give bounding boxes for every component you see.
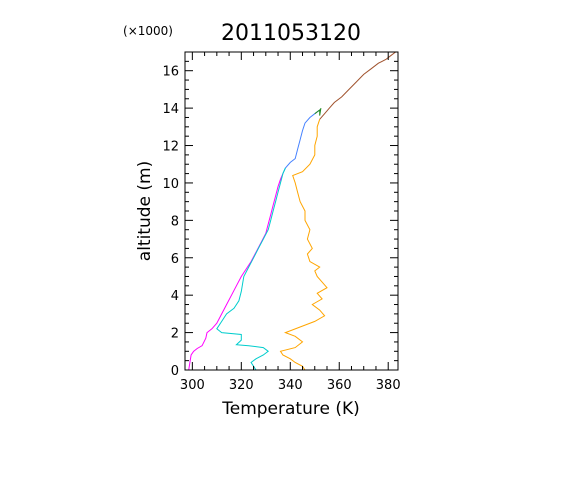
multiplier-label: (×1000) — [123, 24, 173, 38]
series-line-2 — [282, 109, 321, 174]
y-tick-label: 4 — [171, 289, 179, 304]
series-line-1 — [188, 173, 284, 371]
x-tick-label: 300 — [180, 378, 205, 393]
x-tick-label: 340 — [278, 378, 303, 393]
y-tick-label: 0 — [171, 364, 179, 379]
y-tick-label: 12 — [162, 140, 179, 155]
tick-labels: 300 320 340 360 380 0 2 4 6 8 10 12 14 16 — [162, 65, 400, 393]
series-lines — [188, 51, 396, 371]
x-tick-label: 360 — [327, 378, 352, 393]
x-tick-label: 380 — [376, 378, 401, 393]
x-tick-label: 320 — [229, 378, 254, 393]
y-tick-label: 16 — [162, 65, 179, 80]
y-tick-label: 6 — [171, 252, 179, 267]
x-axis-title: Temperature (K) — [221, 399, 360, 419]
y-tick-label: 2 — [171, 327, 179, 342]
series-line-3 — [216, 167, 286, 371]
y-tick-label: 10 — [162, 177, 179, 192]
y-tick-label: 14 — [162, 102, 179, 117]
y-axis-title: altitude (m) — [135, 161, 155, 261]
chart-title: 2011053120 — [221, 21, 361, 46]
series-line-5 — [279, 119, 328, 371]
y-tick-label: 8 — [171, 214, 179, 229]
axis-ticks — [185, 51, 398, 371]
series-line-4 — [314, 108, 322, 116]
series-line-6 — [319, 51, 396, 120]
